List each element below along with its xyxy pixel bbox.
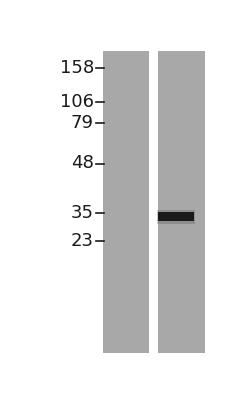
Text: 158: 158: [59, 59, 94, 77]
Text: 23: 23: [71, 232, 94, 250]
Text: 35: 35: [71, 204, 94, 222]
Text: 106: 106: [60, 93, 94, 111]
Bar: [156, 210, 195, 224]
Bar: [148, 51, 158, 353]
Bar: [158, 51, 208, 353]
Bar: [102, 51, 148, 353]
Text: 79: 79: [71, 114, 94, 132]
Bar: [158, 212, 193, 221]
Text: 48: 48: [71, 154, 94, 172]
